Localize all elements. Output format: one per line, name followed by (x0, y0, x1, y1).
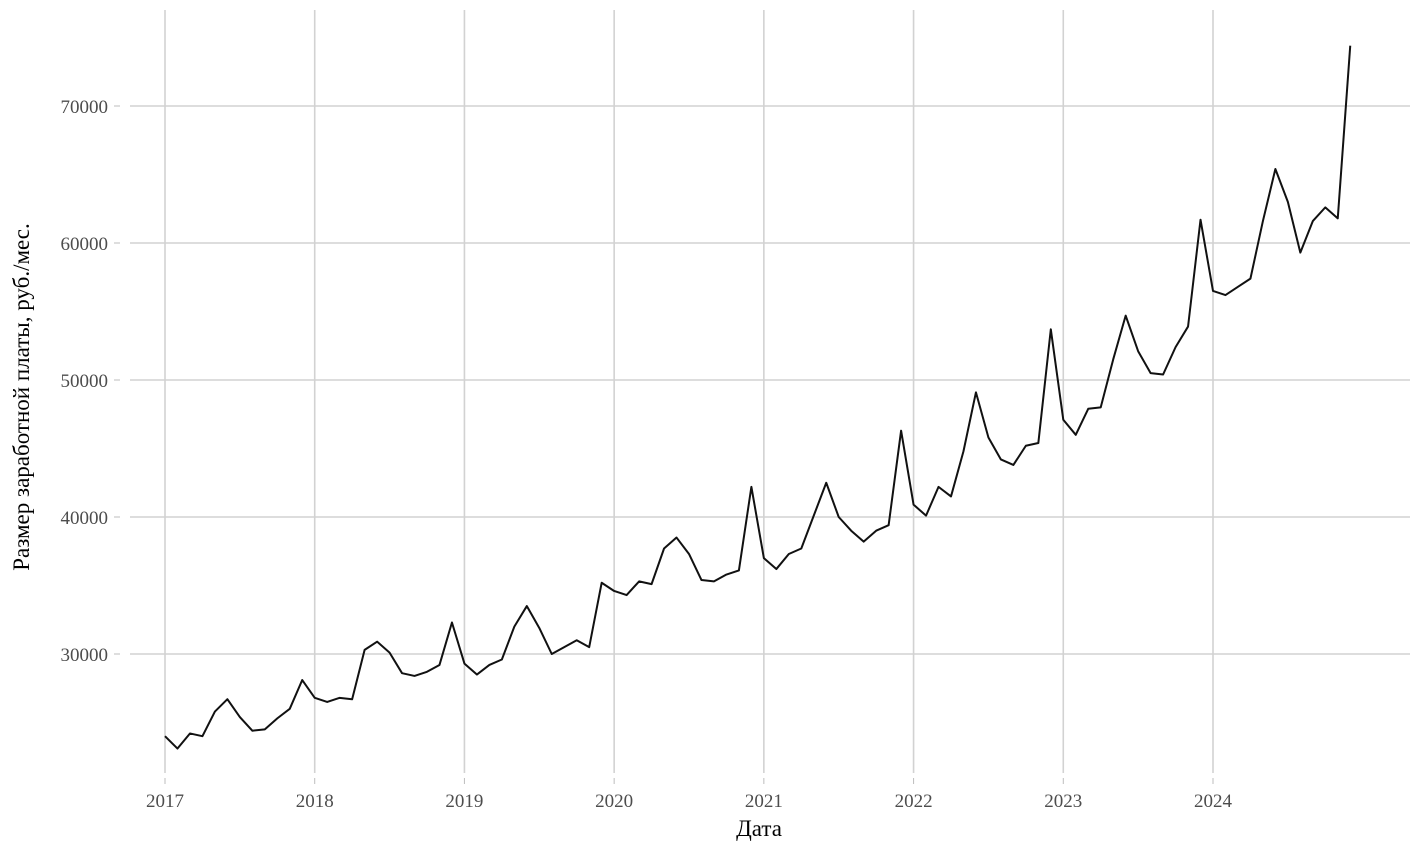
y-tick-label: 70000 (61, 97, 109, 118)
x-axis-title: Дата (736, 816, 782, 841)
x-axis-ticks: 2017 2018 2019 2020 2021 2022 2023 2024 (146, 778, 1233, 812)
x-tick-label: 2020 (595, 791, 633, 812)
y-tick-label: 60000 (61, 234, 109, 255)
x-tick-label: 2018 (296, 791, 334, 812)
y-axis-ticks: 30000 40000 50000 60000 70000 (61, 97, 120, 666)
y-tick-label: 50000 (61, 371, 109, 392)
x-tick-label: 2019 (445, 791, 483, 812)
x-tick-label: 2024 (1194, 791, 1233, 812)
y-tick-label: 30000 (61, 645, 109, 666)
y-tick-label: 40000 (61, 508, 109, 529)
y-gridlines (130, 105, 1410, 655)
series-line (164, 45, 1352, 750)
x-tick-label: 2021 (745, 791, 783, 812)
x-gridlines (164, 10, 1214, 773)
x-tick-label: 2023 (1044, 791, 1082, 812)
y-axis-title: Размер заработной платы, руб./мес. (9, 223, 34, 571)
x-tick-label: 2022 (895, 791, 933, 812)
x-tick-label: 2017 (146, 791, 184, 812)
